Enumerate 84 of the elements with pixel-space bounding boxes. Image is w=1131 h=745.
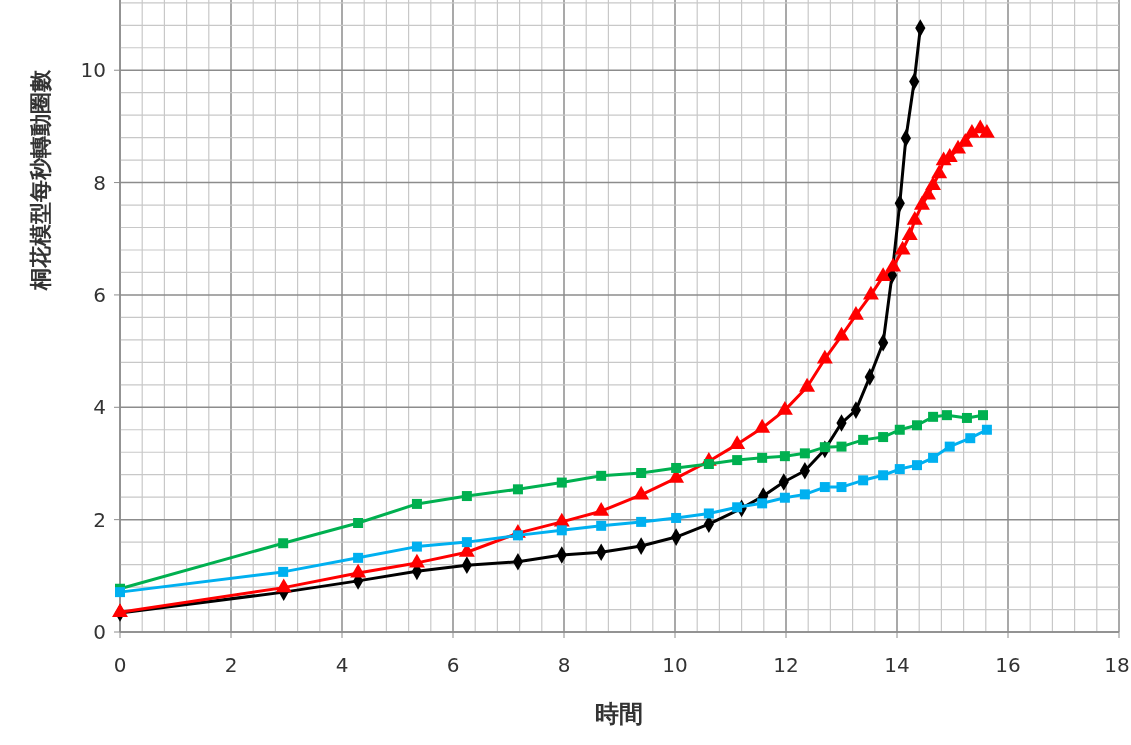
point (757, 452, 768, 463)
point (906, 211, 923, 225)
x-tick-label: 2 (224, 653, 238, 677)
point (732, 502, 743, 513)
x-tick-label: 12 (773, 653, 799, 677)
point (556, 477, 567, 488)
point (885, 257, 902, 272)
point (461, 537, 472, 548)
point (911, 460, 922, 471)
point (779, 451, 790, 462)
point (914, 195, 930, 210)
point (816, 349, 833, 364)
y-tick-label: 6 (93, 282, 106, 307)
point (703, 508, 714, 519)
point (754, 418, 771, 433)
point (636, 468, 647, 479)
point (732, 455, 743, 466)
point (596, 470, 607, 481)
x-tick-label: 0 (113, 653, 127, 677)
point (931, 164, 948, 179)
point (671, 462, 682, 473)
point (556, 525, 567, 536)
point (981, 424, 992, 435)
y-tick-label: 2 (93, 507, 106, 532)
point (776, 400, 793, 415)
x-tick-label: 4 (335, 653, 349, 677)
point (353, 518, 364, 529)
y-tick-label: 4 (93, 395, 106, 420)
point (978, 123, 995, 138)
y-tick-label: 10 (80, 58, 106, 83)
point (862, 285, 879, 300)
point (894, 464, 905, 475)
point (941, 410, 952, 421)
point (894, 424, 905, 435)
point (799, 448, 810, 459)
point (847, 305, 864, 320)
x-tick-label: 8 (557, 653, 571, 677)
y-axis-title: 桐花模型每秒轉動圈數 (28, 69, 53, 291)
point (836, 441, 847, 452)
point (819, 482, 830, 493)
point (636, 516, 647, 527)
point (965, 433, 976, 444)
point (757, 498, 768, 509)
x-tick-label: 18 (1104, 653, 1130, 677)
point (957, 132, 974, 147)
y-tick-label: 8 (93, 170, 106, 195)
point (411, 541, 422, 552)
point (671, 512, 682, 523)
x-tick-label: 6 (446, 653, 460, 677)
y-tick-label: 0 (93, 620, 106, 644)
point (894, 240, 911, 255)
point (703, 459, 714, 470)
point (278, 538, 289, 549)
point (779, 492, 790, 503)
point (799, 489, 810, 500)
point (978, 410, 989, 421)
point (875, 267, 892, 281)
point (858, 434, 869, 445)
point (928, 452, 939, 463)
point (901, 226, 918, 240)
point (878, 432, 889, 443)
point (512, 484, 523, 495)
point (461, 491, 472, 502)
x-tick-label: 16 (995, 653, 1021, 677)
point (878, 470, 889, 481)
point (353, 552, 364, 563)
point (729, 435, 746, 449)
point (911, 420, 922, 431)
point (596, 520, 607, 531)
point (278, 566, 289, 577)
point (411, 498, 422, 509)
x-tick-label: 10 (662, 653, 688, 677)
point (799, 377, 816, 392)
point (928, 411, 939, 422)
point (858, 475, 869, 486)
point (836, 482, 847, 493)
point (833, 326, 850, 341)
point (944, 441, 955, 452)
x-axis-title: 時間 (594, 700, 643, 728)
point (115, 587, 125, 598)
point (925, 176, 942, 190)
point (961, 412, 972, 423)
point (819, 442, 830, 453)
x-tick-label: 14 (884, 653, 910, 677)
